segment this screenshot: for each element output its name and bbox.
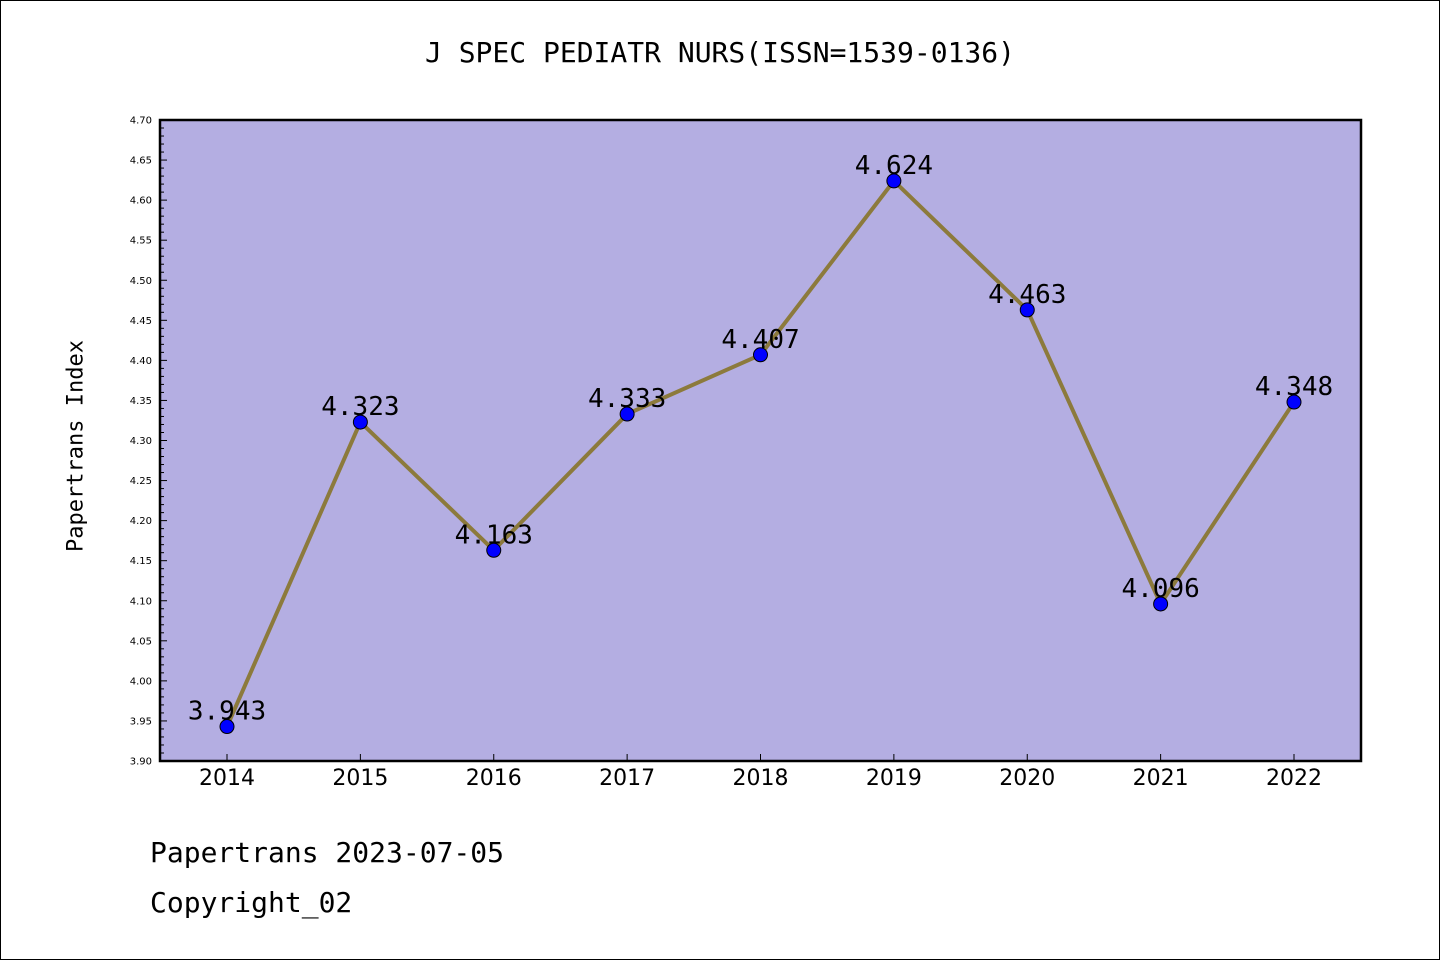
plot-border bbox=[158, 118, 1363, 763]
data-point bbox=[1019, 302, 1035, 318]
data-point bbox=[753, 347, 768, 363]
data-point bbox=[886, 173, 902, 189]
data-label: 4.323 bbox=[321, 392, 399, 422]
y-tick-label: 4.55 bbox=[130, 236, 152, 247]
y-tick-label: 4.50 bbox=[130, 276, 152, 287]
data-point bbox=[1286, 394, 1302, 410]
x-tick-label: 2014 bbox=[199, 766, 255, 791]
y-tick-label: 4.25 bbox=[130, 476, 152, 487]
x-tick-label: 2019 bbox=[866, 766, 922, 791]
data-point bbox=[1153, 596, 1169, 612]
y-tick-label: 4.00 bbox=[130, 676, 152, 687]
data-label: 4.333 bbox=[588, 384, 666, 414]
plot-area bbox=[160, 120, 1361, 761]
y-axis: 3.90 3.95 4.00 4.05 4.10 4.15 4.20 4.25 4.30 4.35… bbox=[130, 116, 167, 768]
y-tick-label: 4.30 bbox=[130, 436, 152, 447]
x-tick-label: 2018 bbox=[733, 766, 789, 791]
data-label: 4.096 bbox=[1121, 574, 1199, 604]
y-tick-label: 4.15 bbox=[130, 556, 152, 567]
data-label: 4.407 bbox=[721, 325, 799, 355]
x-tick-label: 2015 bbox=[332, 766, 388, 791]
data-label: 4.463 bbox=[988, 280, 1066, 310]
data-label: 4.348 bbox=[1255, 372, 1333, 402]
y-tick-label: 4.65 bbox=[130, 156, 152, 167]
y-tick-label: 4.20 bbox=[130, 516, 152, 527]
data-point bbox=[219, 719, 235, 735]
y-tick-label: 4.35 bbox=[130, 396, 152, 407]
y-tick-label: 4.10 bbox=[130, 596, 152, 607]
x-axis: 2014 2015 2016 2017 2018 2019 2020 2021 2022 bbox=[199, 754, 1322, 791]
data-label: 3.943 bbox=[188, 697, 266, 727]
data-label: 4.163 bbox=[455, 520, 533, 550]
y-tick-label: 3.95 bbox=[130, 716, 152, 727]
y-tick-label: 3.90 bbox=[130, 757, 152, 768]
data-label: 4.624 bbox=[855, 151, 933, 181]
y-tick-label: 4.40 bbox=[130, 356, 152, 367]
y-tick-label: 4.70 bbox=[130, 116, 152, 127]
y-tick-label: 4.60 bbox=[130, 196, 152, 207]
data-labels: 3.943 4.323 4.163 4.333 4.407 4.624 4.463 4.096… bbox=[188, 151, 1333, 727]
x-tick-label: 2020 bbox=[999, 766, 1055, 791]
footer-date: Papertrans 2023-07-05 bbox=[150, 836, 505, 869]
series bbox=[219, 173, 1302, 735]
data-point bbox=[486, 542, 502, 558]
x-tick-label: 2017 bbox=[599, 766, 655, 791]
y-tick-label: 4.05 bbox=[130, 636, 152, 647]
footer-copyright: Copyright_02 bbox=[150, 886, 353, 919]
chart-title: J SPEC PEDIATR NURS(ISSN=1539-0136) bbox=[424, 36, 1015, 69]
data-point bbox=[619, 406, 635, 422]
x-tick-label: 2021 bbox=[1133, 766, 1189, 791]
data-point bbox=[352, 414, 368, 430]
x-tick-label: 2022 bbox=[1266, 766, 1322, 791]
x-tick-label: 2016 bbox=[466, 766, 522, 791]
y-tick-label: 4.45 bbox=[130, 316, 152, 327]
